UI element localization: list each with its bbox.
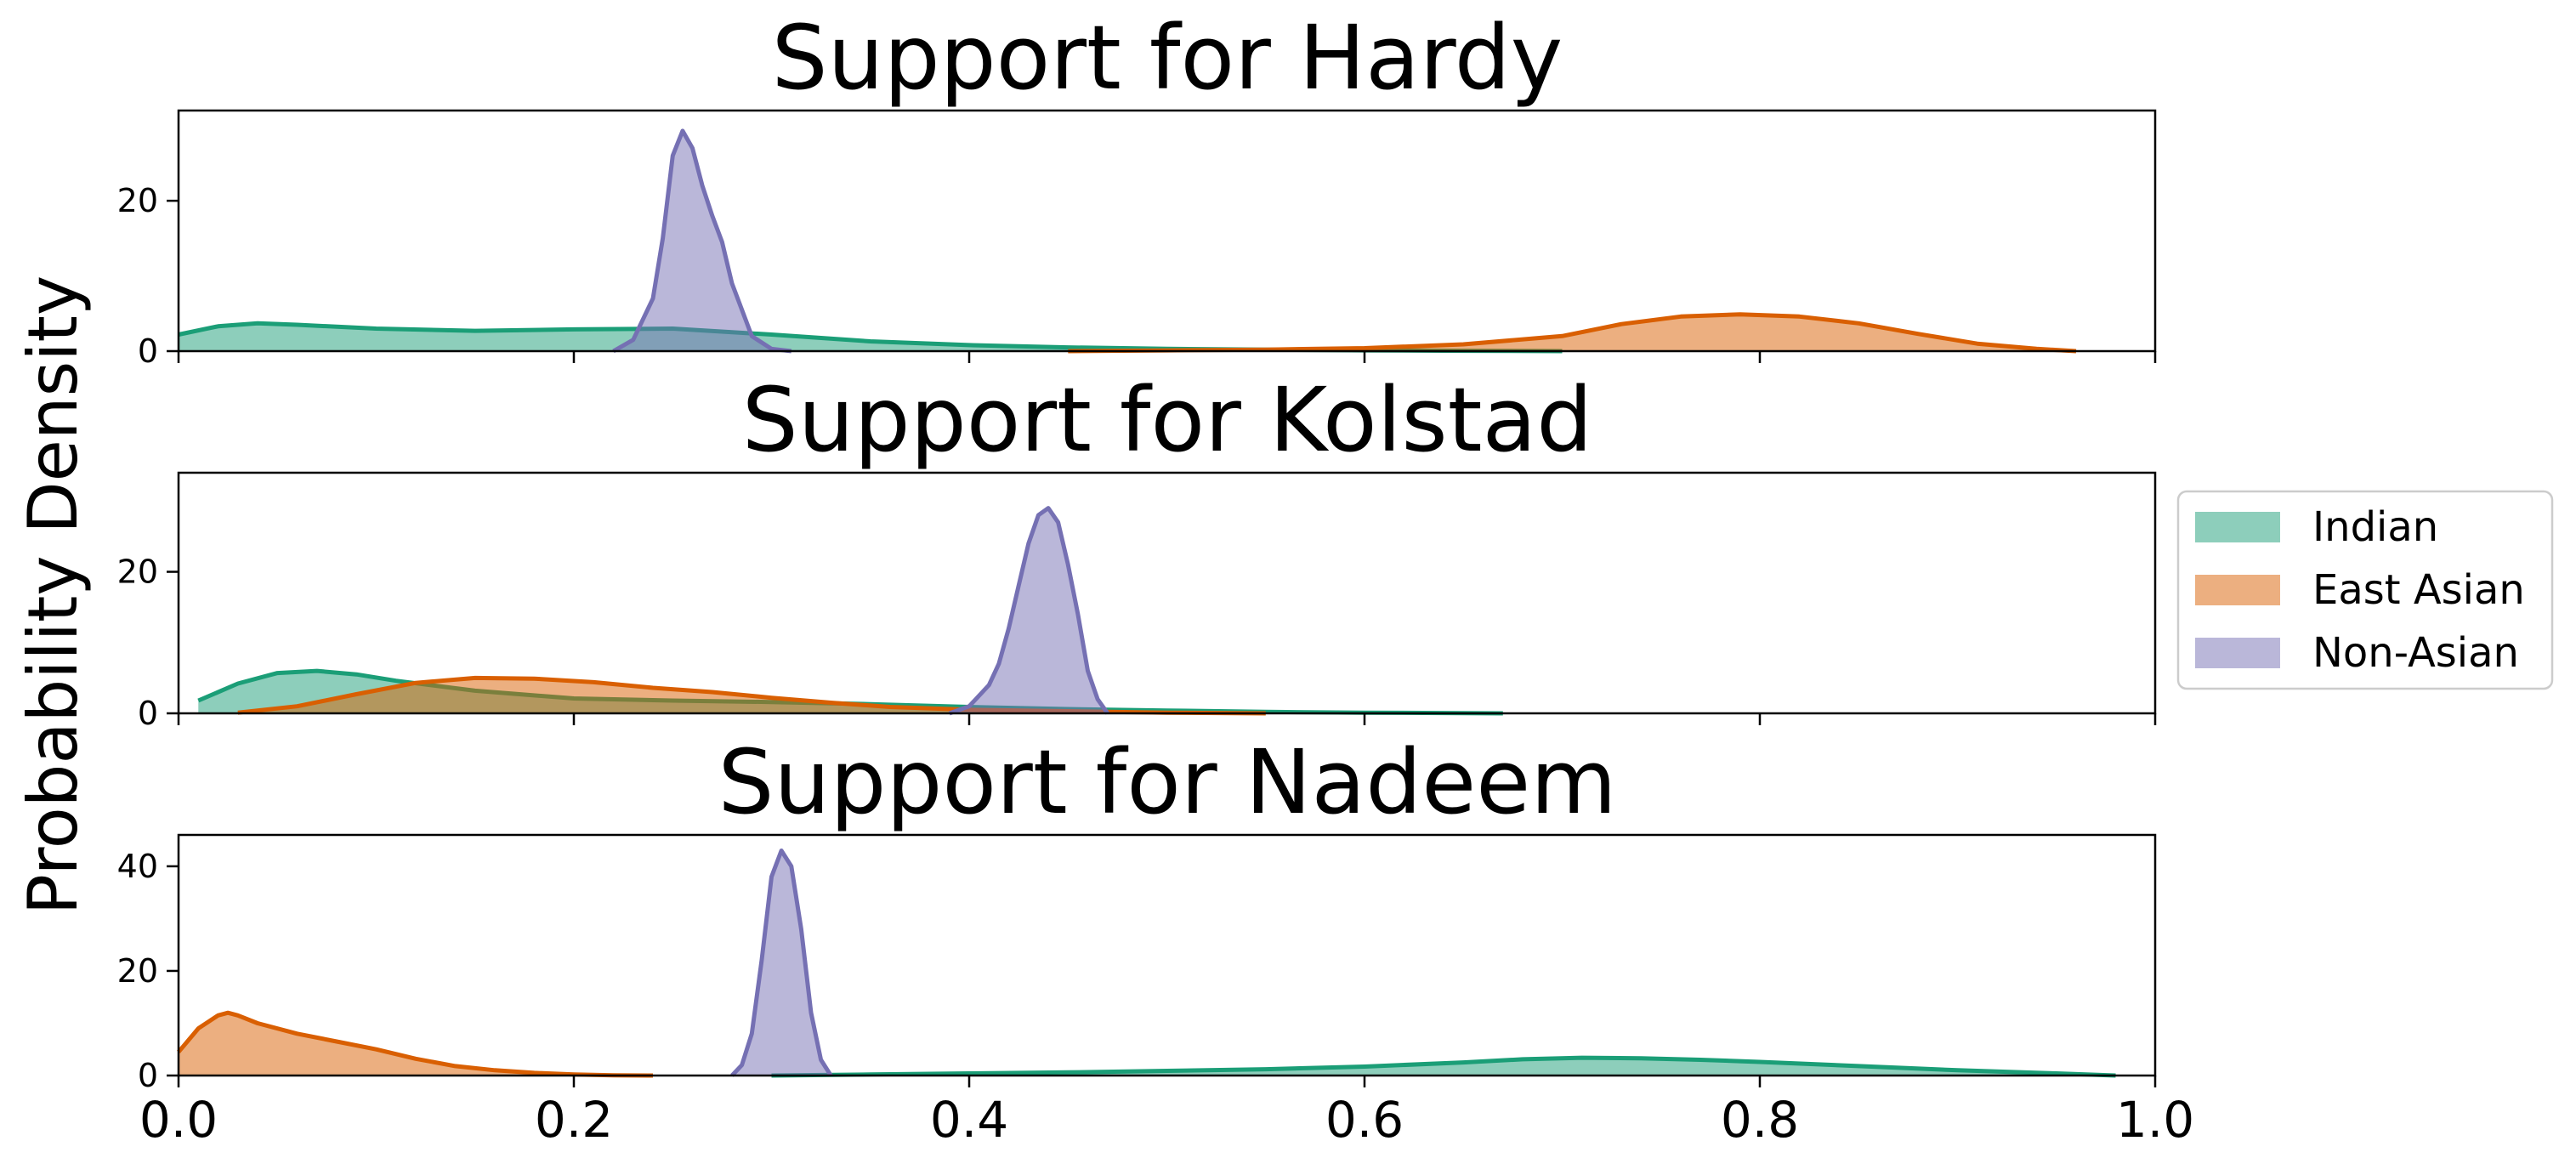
density-area-non-asian	[949, 508, 1108, 713]
y-tick-label: 20	[117, 553, 158, 591]
x-tick-label: 0.8	[1721, 1091, 1799, 1149]
density-line-east-asian	[177, 1010, 654, 1078]
legend-swatch	[2195, 575, 2280, 605]
subplot-nadeem: Support for Nadeem 0 20 40 0.0 0.2 0.4 0.6 0.8…	[117, 730, 2194, 1149]
x-axis: 0.0 0.2 0.4 0.6 0.8 1.0	[139, 1076, 2194, 1149]
plot-area	[178, 128, 2077, 354]
y-tick-label: 0	[138, 332, 158, 370]
x-tick-label: 0.4	[930, 1091, 1008, 1149]
density-area-indian	[771, 1058, 2116, 1076]
density-area-east-asian	[237, 678, 1266, 713]
density-line-non-asian	[730, 849, 833, 1077]
density-area-non-asian	[613, 130, 792, 351]
legend-swatch	[2195, 512, 2280, 542]
density-area-east-asian	[1068, 314, 2076, 351]
legend-label: Non-Asian	[2312, 629, 2519, 677]
y-tick-label: 0	[138, 1057, 158, 1094]
y-axis-label: Probability Density	[14, 275, 93, 915]
x-tick-label: 0.0	[139, 1091, 218, 1149]
plot-area	[197, 506, 1503, 716]
x-tick-label: 0.6	[1325, 1091, 1404, 1149]
y-axis: 0 20 40	[117, 848, 179, 1094]
density-line-indian	[771, 1055, 2116, 1078]
y-tick-label: 40	[117, 848, 158, 885]
legend-label: Indian	[2312, 503, 2438, 551]
density-area-east-asian	[179, 1013, 653, 1076]
density-line-non-asian	[948, 506, 1109, 716]
y-axis: 0 20	[117, 182, 179, 370]
axes-frame	[177, 109, 2157, 353]
density-area-non-asian	[732, 850, 831, 1076]
y-tick-label: 20	[117, 182, 158, 219]
legend-swatch	[2195, 638, 2280, 668]
subplot-title: Support for Nadeem	[718, 730, 1616, 834]
y-tick-label: 0	[138, 695, 158, 732]
axes-frame	[177, 833, 2157, 1077]
subplot-title: Support for Kolstad	[742, 368, 1593, 472]
y-tick-label: 20	[117, 952, 158, 990]
legend: Indian East Asian Non-Asian	[2176, 490, 2554, 690]
density-line-non-asian	[612, 128, 792, 354]
axes-frame	[177, 471, 2157, 715]
x-axis	[177, 713, 2157, 725]
density-line-east-asian	[1068, 312, 2077, 354]
subplot-hardy: Support for Hardy 0 20	[117, 6, 2157, 370]
subplot-title: Support for Hardy	[772, 6, 1563, 110]
x-tick-label: 0.2	[535, 1091, 613, 1149]
subplot-kolstad: Support for Kolstad 0 20	[117, 368, 2157, 732]
legend-label: East Asian	[2312, 566, 2525, 614]
plot-area	[177, 849, 2116, 1078]
x-axis	[177, 351, 2157, 363]
x-tick-label: 1.0	[2116, 1091, 2194, 1149]
y-axis: 0 20	[117, 553, 179, 732]
